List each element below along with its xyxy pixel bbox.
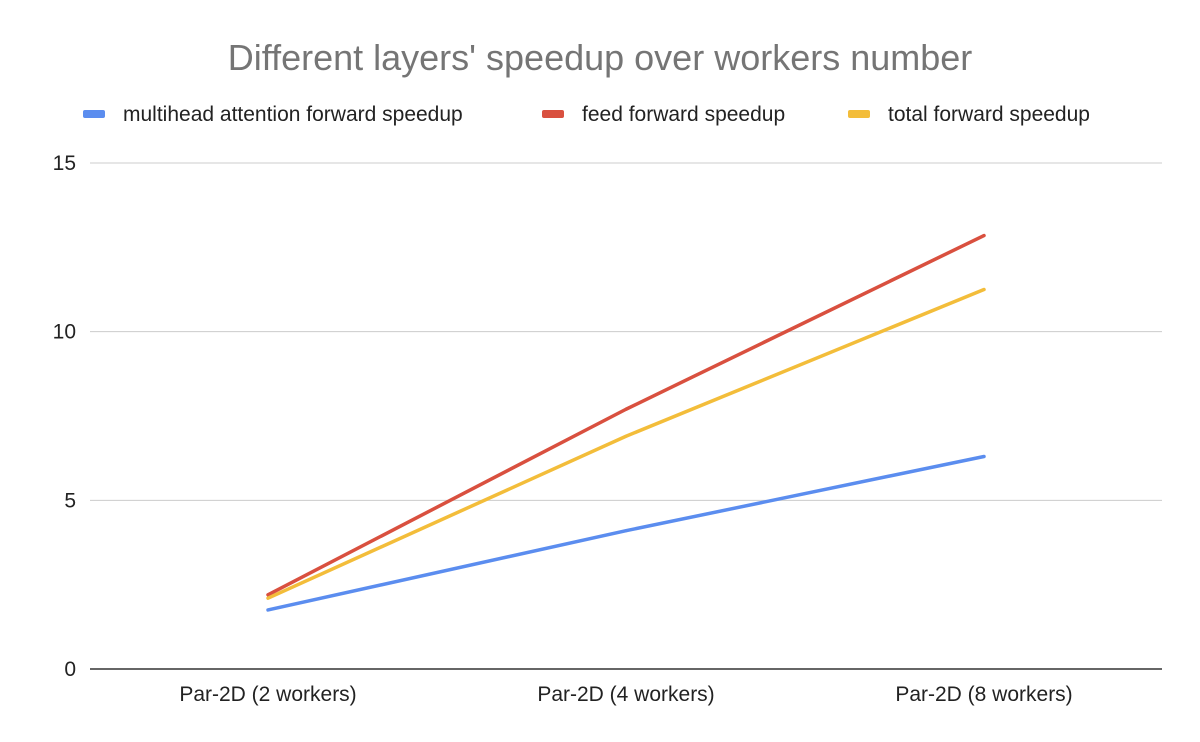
y-tick-label: 10 xyxy=(53,321,76,344)
y-tick-label: 0 xyxy=(64,658,76,681)
legend-label: multihead attention forward speedup xyxy=(123,103,463,126)
legend-swatch xyxy=(848,110,870,118)
y-tick-label: 5 xyxy=(64,489,76,512)
x-axis-ticks: Par-2D (2 workers) Par-2D (4 workers) Par-… xyxy=(179,683,1072,706)
data-point xyxy=(624,529,628,533)
series-line-1 xyxy=(266,454,986,612)
gridlines xyxy=(90,162,1162,501)
data-point xyxy=(266,608,270,612)
data-point xyxy=(982,454,986,458)
legend-label: total forward speedup xyxy=(888,103,1090,126)
data-point xyxy=(982,288,986,291)
y-tick-label: 15 xyxy=(53,152,76,175)
data-point xyxy=(266,596,270,600)
data-point xyxy=(624,407,628,411)
x-tick-label: Par-2D (8 workers) xyxy=(895,683,1072,706)
x-tick-label: Par-2D (4 workers) xyxy=(537,683,714,706)
chart-title: Different layers' speedup over workers n… xyxy=(228,37,973,78)
legend-label: feed forward speedup xyxy=(582,103,785,126)
series-line-3 xyxy=(266,287,986,600)
legend-swatch xyxy=(83,110,105,118)
data-point xyxy=(624,434,628,438)
legend: multihead attention forward speedup feed … xyxy=(83,103,1090,126)
series-line-2 xyxy=(266,233,986,597)
data-point xyxy=(266,593,270,597)
data-point xyxy=(982,234,986,238)
series-lines xyxy=(266,233,986,612)
y-axis-ticks: 0 5 10 15 xyxy=(53,152,76,681)
x-tick-label: Par-2D (2 workers) xyxy=(179,683,356,706)
legend-swatch xyxy=(542,110,564,118)
